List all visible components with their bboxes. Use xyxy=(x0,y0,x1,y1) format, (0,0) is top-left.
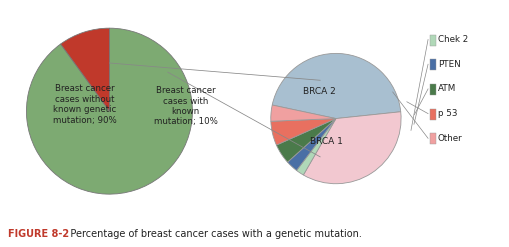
Text: Breast cancer
cases with
known
mutation; 10%: Breast cancer cases with known mutation;… xyxy=(154,86,218,126)
Wedge shape xyxy=(276,119,336,162)
Text: ATM: ATM xyxy=(438,84,456,93)
Text: FIGURE 8-2: FIGURE 8-2 xyxy=(8,229,69,239)
Wedge shape xyxy=(297,119,336,175)
Text: Chek 2: Chek 2 xyxy=(438,35,468,44)
Wedge shape xyxy=(61,28,109,111)
Wedge shape xyxy=(271,105,336,121)
Text: p 53: p 53 xyxy=(438,109,457,118)
Text: BRCA 1: BRCA 1 xyxy=(310,137,343,146)
Text: Other: Other xyxy=(438,134,463,143)
Text: Percentage of breast cancer cases with a genetic mutation.: Percentage of breast cancer cases with a… xyxy=(61,229,362,239)
Wedge shape xyxy=(303,112,401,184)
Wedge shape xyxy=(288,119,336,170)
Text: Breast cancer
cases without
known genetic
mutation; 90%: Breast cancer cases without known geneti… xyxy=(52,84,117,124)
Wedge shape xyxy=(271,119,336,145)
Wedge shape xyxy=(272,53,401,119)
Wedge shape xyxy=(26,28,192,194)
Text: PTEN: PTEN xyxy=(438,60,460,69)
Text: BRCA 2: BRCA 2 xyxy=(303,87,336,96)
